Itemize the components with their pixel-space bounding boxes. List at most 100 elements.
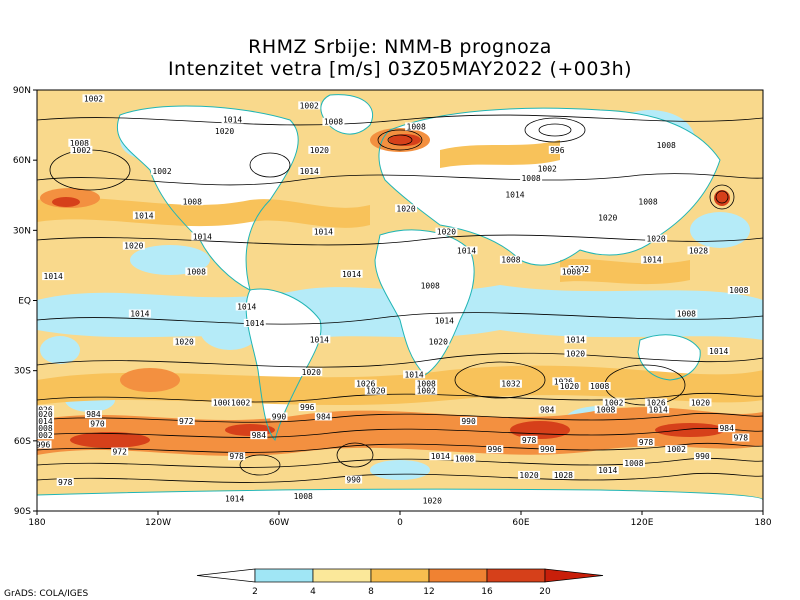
isobar-label-bg xyxy=(536,164,559,173)
isobar-label-bg xyxy=(37,424,55,433)
isobar-label: 1020 xyxy=(598,214,617,223)
colorbar-tick-label: 4 xyxy=(310,587,316,597)
colorbar-tick-label: 20 xyxy=(539,587,551,597)
isobar-label: 1014 xyxy=(300,167,319,176)
isobar-label-bg xyxy=(415,379,438,388)
isobar-label-bg xyxy=(270,412,288,421)
isobar-label-bg xyxy=(538,405,556,414)
isobar-label-bg xyxy=(132,211,155,220)
isobar-label-bg xyxy=(637,197,660,206)
isobar-label-bg xyxy=(520,173,543,182)
isobar-label: 1014 xyxy=(314,228,333,237)
isobar-label-bg xyxy=(37,417,55,426)
isobar-label-bg xyxy=(84,410,102,419)
isobar-label-bg xyxy=(322,117,345,126)
isobar-label: 1020 xyxy=(310,146,329,155)
isobar-label: 1008 xyxy=(562,267,581,276)
isobar-label: 1026 xyxy=(33,405,52,414)
colorbar-segment xyxy=(486,568,546,583)
isobar-label: 1002 xyxy=(33,431,52,440)
isobar-label: 1002 xyxy=(667,445,686,454)
isobar-label-bg xyxy=(548,145,566,154)
isobar-label-bg xyxy=(694,452,711,461)
isobar-label-bg xyxy=(298,101,321,110)
isobar-label: 1014 xyxy=(431,452,450,461)
isobar-label: 1002 xyxy=(417,387,436,396)
isobar-label: 1014 xyxy=(457,246,476,255)
isobar-label-bg xyxy=(42,272,65,281)
isobar-label-bg xyxy=(520,435,538,444)
isobar-label-bg xyxy=(622,459,645,468)
isobar-label-bg xyxy=(596,213,619,222)
isobar-label-bg xyxy=(37,440,52,449)
isobar-label-bg xyxy=(308,145,331,154)
isobar-label: 1008 xyxy=(324,118,343,127)
isobar-label: 1008 xyxy=(501,256,520,265)
isobar-label: 978 xyxy=(734,433,749,442)
isobar-label-bg xyxy=(499,255,522,264)
isobar-label-bg xyxy=(181,197,204,206)
lon-label: 120W xyxy=(145,518,171,528)
lon-label: 60W xyxy=(269,518,289,528)
isobar-label-bg xyxy=(298,166,321,175)
isobar-label: 1020 xyxy=(560,382,579,391)
isobar-label: 1014 xyxy=(33,417,52,426)
isobar-label-bg xyxy=(675,309,698,318)
isobar-label: 1026 xyxy=(554,377,573,386)
isobar-label-bg xyxy=(499,379,522,388)
isobar-label: 1014 xyxy=(44,272,63,281)
isobar-label-bg xyxy=(308,335,331,344)
isobar-label: 1028 xyxy=(689,246,708,255)
isobar-label: 1002 xyxy=(152,167,171,176)
isobar-label: 1020 xyxy=(215,127,234,136)
isobar-label-bg xyxy=(221,115,244,124)
isobar-label-bg xyxy=(453,454,476,463)
isobar-label-bg xyxy=(564,335,587,344)
isobar-label: 1020 xyxy=(646,235,665,244)
isobar-label-bg xyxy=(300,368,323,377)
isobar-label: 984 xyxy=(316,412,331,421)
isobar-label: 1008 xyxy=(590,382,609,391)
isobar-label-bg xyxy=(647,405,670,414)
isobar-label: 1008 xyxy=(417,380,436,389)
isobar-label-bg xyxy=(455,246,478,255)
isobar-label: 1032 xyxy=(501,380,520,389)
isobar-label: 1014 xyxy=(505,190,524,199)
isobar-label-bg xyxy=(128,309,151,318)
isobar-label: 972 xyxy=(112,448,127,457)
isobar-label: 1020 xyxy=(33,410,52,419)
isobar-label: 1026 xyxy=(356,380,375,389)
isobar-label: 1008 xyxy=(638,197,657,206)
coastlines xyxy=(37,94,763,501)
lat-label: 30N xyxy=(13,226,31,236)
isobar-label-bg xyxy=(122,241,145,250)
wind-speed-colorbar: 2 4 8 12 16 20 xyxy=(196,568,604,597)
isobar-label: 1008 xyxy=(183,197,202,206)
isobar-label-bg xyxy=(707,346,730,355)
isobar-label: 1020 xyxy=(302,368,321,377)
isobar-label: 1026 xyxy=(646,398,665,407)
isobar-label: 1020 xyxy=(175,338,194,347)
isobar-label: 1014 xyxy=(709,347,728,356)
isobar-label: 978 xyxy=(229,452,244,461)
isobar-label: 1008 xyxy=(596,405,615,414)
isobar-label: 1014 xyxy=(435,317,454,326)
isobar-label: 996 xyxy=(36,441,51,450)
isobar-label-bg xyxy=(594,405,617,414)
isobar-label-bg xyxy=(732,433,750,442)
isobar-label: 1020 xyxy=(519,471,538,480)
isobar-label-bg xyxy=(588,382,611,391)
isobar-label-bg xyxy=(298,403,316,412)
isobar-label-bg xyxy=(460,417,478,426)
colorbar-tick-label: 8 xyxy=(368,587,374,597)
isobar-label: 990 xyxy=(540,445,555,454)
isobar-label: 1008 xyxy=(407,122,426,131)
isobar-label-bg xyxy=(645,234,668,243)
isobar-label: 1008 xyxy=(729,286,748,295)
isobar-label: 990 xyxy=(695,452,710,461)
isobar-label: 972 xyxy=(179,417,194,426)
isobar-label: 1020 xyxy=(691,398,710,407)
isobar-label-bg xyxy=(185,267,208,276)
isobar-label-bg xyxy=(427,337,450,346)
